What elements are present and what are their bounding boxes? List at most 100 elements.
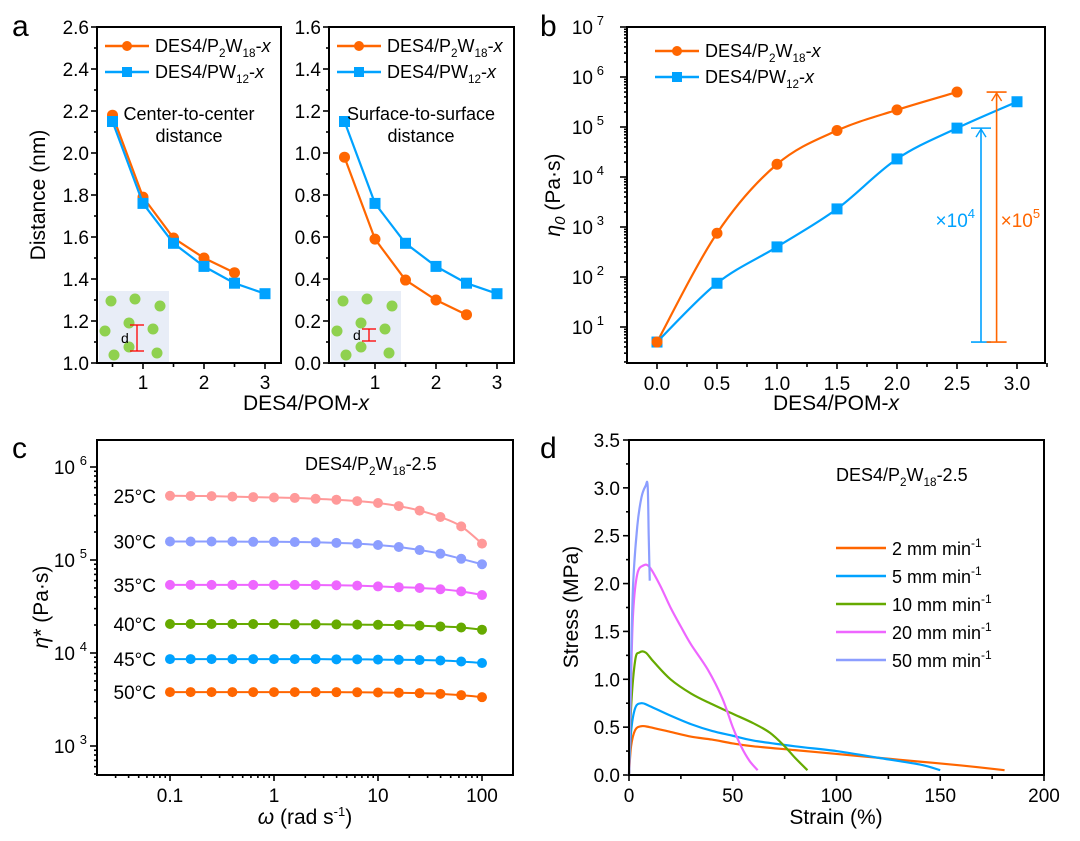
data-point <box>229 277 240 289</box>
series-label: 35°C <box>114 576 156 597</box>
data-point <box>373 581 383 592</box>
data-point <box>165 579 175 590</box>
y-tick-label: 0.5 <box>594 718 620 739</box>
x-axis-title: DES4/POM-x <box>243 392 371 415</box>
inset-particle <box>331 325 343 337</box>
data-point <box>331 580 342 591</box>
x-tick-label: 1 <box>138 373 149 394</box>
series-line <box>169 583 483 597</box>
x-tick-label: 200 <box>1028 786 1060 807</box>
legend-label: 20 mm min-1 <box>892 620 992 643</box>
y-tick-label: 1.4 <box>295 60 322 81</box>
inset-particle <box>355 341 367 353</box>
data-point <box>248 687 259 698</box>
data-point <box>227 654 238 665</box>
data-point <box>430 260 442 272</box>
data-point <box>477 692 487 703</box>
data-point <box>491 288 503 300</box>
data-point <box>227 687 238 698</box>
x-tick-label: 1.0 <box>764 374 790 395</box>
x-axis-title: Strain (%) <box>789 806 882 829</box>
y-tick-label: 2.6 <box>63 18 89 39</box>
series-label: 45°C <box>114 650 156 671</box>
y-tick-label: 1.5 <box>594 622 620 643</box>
y-tick-label: 1.6 <box>295 18 321 39</box>
y-tick-label: 10 <box>572 18 593 39</box>
y-tick-exponent: 7 <box>597 13 604 28</box>
inset-particle <box>147 323 159 335</box>
data-point <box>373 654 383 665</box>
data-point <box>477 590 487 601</box>
legend-label: 2 mm min-1 <box>892 536 982 559</box>
chart-c: 10 3 10 4 10 5 10 6 0.1 1 10 100 25°C 30°C 35°C 40°C 45°… <box>30 439 514 829</box>
data-point <box>373 687 383 698</box>
data-point <box>435 621 446 632</box>
data-point <box>477 624 487 635</box>
y-tick-label: 10 <box>54 551 75 572</box>
x-tick-label: 1 <box>370 373 381 394</box>
data-point <box>711 227 723 239</box>
y-tick-label: 10 <box>572 68 593 89</box>
data-point <box>414 545 425 556</box>
legend-label: DES4/P2W18-x <box>155 36 272 60</box>
data-point <box>206 536 217 547</box>
y-tick-label: 10 <box>54 737 75 758</box>
magnitude-label: ×105 <box>1001 206 1040 232</box>
y-tick-label: 1.4 <box>63 270 90 291</box>
data-point <box>352 580 363 591</box>
data-point <box>711 277 723 289</box>
data-point <box>456 656 467 667</box>
data-point <box>198 252 210 264</box>
panel-label-b: b <box>540 10 557 43</box>
data-point <box>331 687 342 698</box>
data-point <box>456 521 467 532</box>
y-tick-label: 1.6 <box>63 228 89 249</box>
data-point <box>165 687 175 698</box>
series-line <box>169 622 483 631</box>
data-point <box>1011 96 1023 108</box>
data-point <box>269 654 279 665</box>
plot-frame <box>96 439 514 776</box>
data-point <box>269 536 279 547</box>
data-point <box>165 490 175 501</box>
y-tick-label: 1.8 <box>63 186 89 207</box>
y-tick-label: 2.0 <box>63 144 89 165</box>
inset-label: d <box>121 330 129 346</box>
x-tick-label: 3.0 <box>1004 374 1030 395</box>
panel-label-c: c <box>12 432 27 465</box>
y-tick-label: 2.4 <box>63 60 90 81</box>
series-line <box>627 702 941 776</box>
data-point <box>185 579 196 590</box>
inset-particle <box>337 295 349 307</box>
data-point <box>461 277 472 289</box>
series-label: 25°C <box>114 487 156 508</box>
chart-d: 0.0 0.5 1.0 1.5 2.0 2.5 3.0 3.5 0 50 100 150 200 2 mm… <box>560 431 1060 829</box>
y-tick-exponent: 1 <box>597 313 604 328</box>
data-point <box>206 619 217 630</box>
inset-label: d <box>353 327 361 343</box>
legend-label: DES4/P2W18-x <box>387 36 504 60</box>
data-point <box>672 72 682 82</box>
y-tick-label: 0.0 <box>594 766 620 787</box>
data-point <box>137 197 149 209</box>
data-point <box>310 654 321 665</box>
data-point <box>951 122 963 134</box>
data-point <box>400 274 411 286</box>
data-point <box>456 553 467 564</box>
y-tick-exponent: 3 <box>80 732 87 747</box>
data-point <box>435 655 446 666</box>
y-axis-title: η* (Pa·s) <box>30 566 53 649</box>
data-point <box>435 688 446 699</box>
magnitude-arrowhead <box>991 91 1003 102</box>
y-tick-exponent: 2 <box>597 263 604 278</box>
data-point <box>185 687 196 698</box>
data-point <box>248 619 259 630</box>
data-point <box>651 336 663 348</box>
inset-particle <box>383 347 395 359</box>
data-point <box>331 619 342 630</box>
y-tick-label: 2.2 <box>63 102 89 123</box>
data-point <box>771 158 783 170</box>
plot-frame <box>328 26 515 364</box>
data-point <box>289 579 300 590</box>
data-point <box>393 501 404 512</box>
